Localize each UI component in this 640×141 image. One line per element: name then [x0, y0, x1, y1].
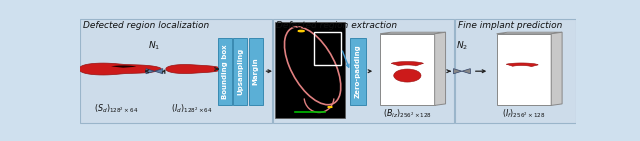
Polygon shape	[111, 65, 136, 68]
Polygon shape	[166, 65, 221, 73]
Text: $(I_f)_{256^2\times 128}$: $(I_f)_{256^2\times 128}$	[502, 108, 546, 120]
Text: $N_1$: $N_1$	[148, 39, 161, 52]
Polygon shape	[380, 32, 445, 34]
Polygon shape	[462, 69, 470, 74]
Ellipse shape	[394, 69, 421, 82]
FancyBboxPatch shape	[456, 19, 575, 123]
Polygon shape	[506, 63, 538, 67]
FancyBboxPatch shape	[350, 38, 365, 105]
Text: Bounding box: Bounding box	[222, 44, 228, 99]
Polygon shape	[435, 32, 445, 105]
Text: Defected region extraction: Defected region extraction	[276, 21, 397, 30]
FancyBboxPatch shape	[233, 38, 247, 105]
Polygon shape	[391, 62, 424, 66]
FancyBboxPatch shape	[249, 38, 262, 105]
Polygon shape	[497, 34, 551, 105]
Polygon shape	[146, 69, 154, 74]
Text: Zero-padding: Zero-padding	[355, 44, 361, 98]
Circle shape	[298, 30, 304, 32]
FancyBboxPatch shape	[275, 22, 345, 118]
Text: $N_2$: $N_2$	[456, 39, 468, 52]
Polygon shape	[380, 34, 435, 105]
Text: Margin: Margin	[253, 57, 259, 85]
Polygon shape	[454, 69, 462, 74]
FancyBboxPatch shape	[81, 19, 273, 123]
Polygon shape	[154, 69, 163, 74]
Text: $(S_d)_{128^2\times 64}$: $(S_d)_{128^2\times 64}$	[93, 102, 138, 115]
Text: $(I_d)_{128^2\times 64}$: $(I_d)_{128^2\times 64}$	[171, 102, 212, 115]
FancyBboxPatch shape	[218, 38, 232, 105]
Text: $(B_{lz})_{256^2\times 128}$: $(B_{lz})_{256^2\times 128}$	[383, 108, 432, 120]
Polygon shape	[551, 32, 562, 105]
Polygon shape	[79, 63, 161, 75]
Text: Fine implant prediction: Fine implant prediction	[458, 21, 563, 30]
Text: Upsampling: Upsampling	[237, 48, 243, 95]
Text: Defected region localization: Defected region localization	[83, 21, 209, 30]
Polygon shape	[497, 32, 562, 34]
FancyBboxPatch shape	[273, 19, 454, 123]
